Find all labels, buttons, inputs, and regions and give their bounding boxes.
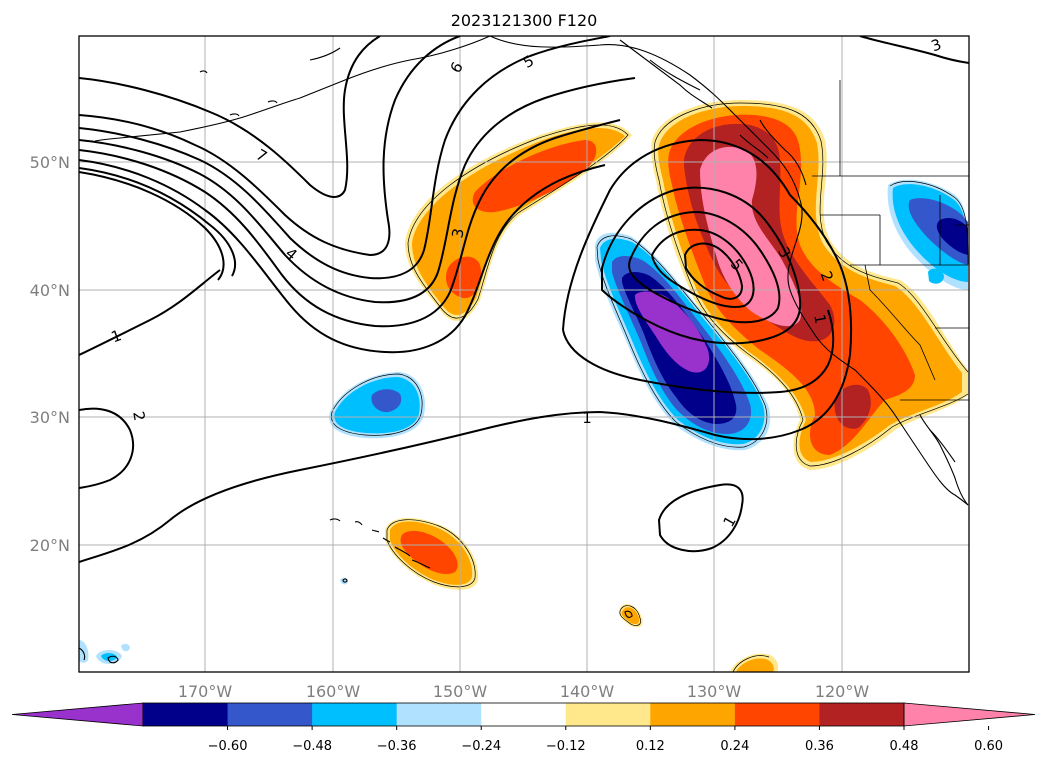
map-area: 7 6 5 4 3 1 2 1 5 3 2 1 1 3 <box>79 36 969 672</box>
lon-label: 120°W <box>815 682 870 701</box>
isoline-contours <box>79 36 969 563</box>
colorbar-tick-label: −0.24 <box>461 739 501 754</box>
colorbar-bin <box>734 703 820 726</box>
coastlines <box>79 36 969 664</box>
longitude-labels: 170°W 160°W 150°W 140°W 130°W 120°W <box>178 682 870 701</box>
lat-label: 40°N <box>30 281 70 300</box>
colorbar-bin <box>143 703 229 726</box>
colorbar-tick-label: 0.48 <box>890 739 919 754</box>
colorbar-tick-label: −0.60 <box>208 739 248 754</box>
political-borders <box>812 80 969 401</box>
colorbar-tick-label: −0.12 <box>546 739 586 754</box>
colorbar-bin <box>650 703 736 726</box>
lon-label: 170°W <box>178 682 233 701</box>
colorbar: −0.60 −0.48 −0.36 −0.24 −0.12 0.12 0.24 0.36 0.4… <box>11 702 1036 754</box>
lon-label: 160°W <box>306 682 361 701</box>
colorbar-bin <box>819 703 905 726</box>
contour-label: 1 <box>810 313 829 326</box>
lat-label: 30°N <box>30 408 70 427</box>
colorbar-extend-high <box>903 702 1036 727</box>
map-frame <box>78 35 970 673</box>
colorbar-tick-label: −0.48 <box>292 739 332 754</box>
lon-label: 140°W <box>560 682 615 701</box>
contour-label: 1 <box>582 409 592 427</box>
map-title: 2023121300 F120 <box>451 11 598 30</box>
lon-label: 150°W <box>433 682 488 701</box>
colorbar-bin <box>227 703 313 726</box>
contour-label: 2 <box>129 410 148 423</box>
colorbar-frame <box>142 702 905 727</box>
contour-label: 3 <box>448 227 467 240</box>
lat-label: 20°N <box>30 536 70 555</box>
lon-label: 130°W <box>687 682 742 701</box>
latitude-labels: 50°N 40°N 30°N 20°N <box>30 153 70 555</box>
colorbar-bin <box>565 703 651 726</box>
colorbar-bin <box>481 703 567 726</box>
colorbar-bin <box>312 703 398 726</box>
colorbar-tick-label: −0.36 <box>377 739 417 754</box>
lat-label: 50°N <box>30 153 70 172</box>
colorbar-bin <box>396 703 482 726</box>
colorbar-tick-label: 0.24 <box>720 739 749 754</box>
colorbar-extend-low <box>11 702 144 727</box>
colorbar-tick-label: 0.60 <box>974 739 1003 754</box>
shading-outlines <box>331 102 969 672</box>
colorbar-tick-label: 0.12 <box>636 739 665 754</box>
colorbar-tick-label: 0.36 <box>805 739 834 754</box>
